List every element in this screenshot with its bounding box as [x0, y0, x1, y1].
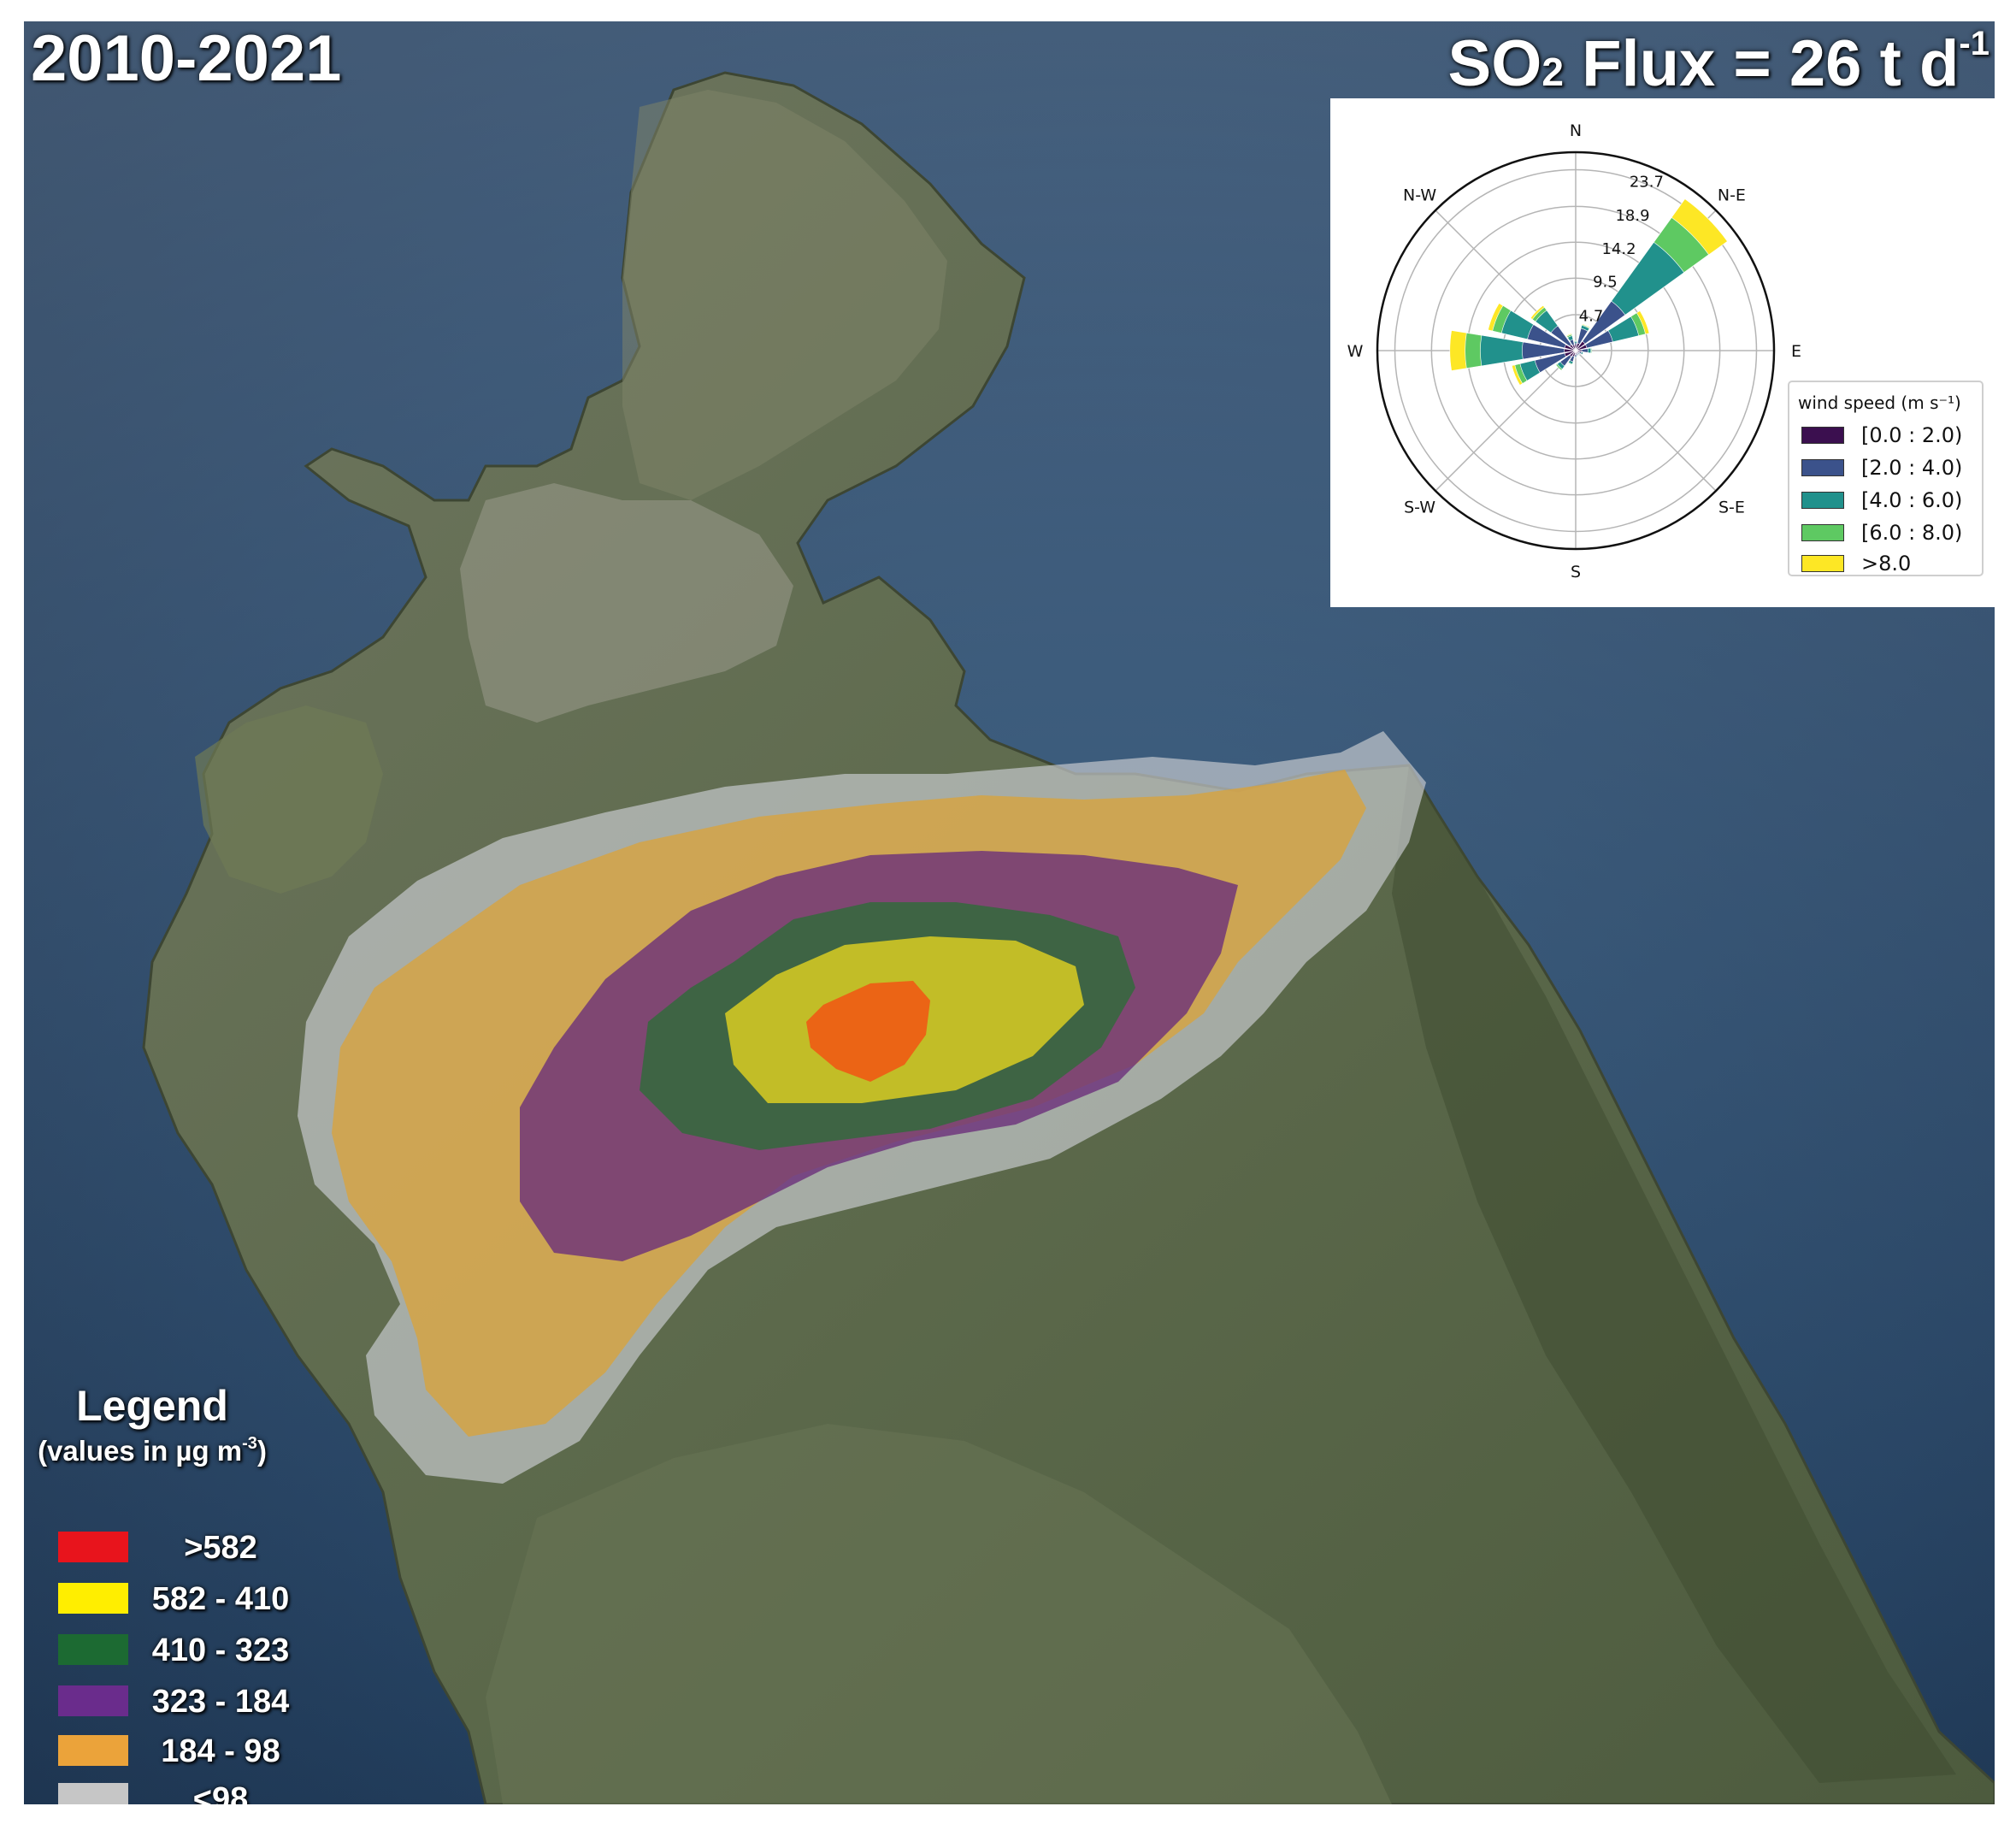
windrose-spoke: [1435, 350, 1577, 492]
concentration-legend-row: >582: [58, 1528, 306, 1566]
concentration-label: 184 - 98: [161, 1733, 280, 1769]
windrose-bar: [1522, 341, 1577, 360]
concentration-swatch: [58, 1583, 128, 1614]
windrose-direction-label: S-W: [1404, 498, 1435, 517]
windrose-bar: [1575, 300, 1626, 351]
wind-legend-row: >8.0: [1801, 550, 1977, 576]
windrose-direction-label: N: [1570, 121, 1582, 140]
units-suffix: ): [256, 1435, 267, 1467]
windrose-bar: [1575, 349, 1583, 352]
windrose-direction-label: S: [1571, 563, 1581, 581]
windrose-bar: [1569, 350, 1577, 357]
windrose-direction-label: N-W: [1403, 186, 1436, 205]
flux-exponent: -1: [1959, 25, 1989, 62]
flux-prefix: SO: [1447, 27, 1542, 100]
flux-middle: Flux = 26 t d: [1563, 27, 1960, 100]
concentration-label: >582: [184, 1530, 257, 1566]
windrose-bar: [1569, 344, 1577, 351]
concentration-legend-title: Legend: [76, 1382, 228, 1430]
wind-legend-label: [4.0 : 6.0): [1861, 488, 1963, 512]
windrose-bar: [1575, 340, 1586, 351]
windrose-bar: [1571, 344, 1577, 351]
concentration-legend-row: 582 - 410: [58, 1579, 306, 1617]
windrose-tick-label: 14.2: [1601, 240, 1636, 258]
plume-zone-above-582: [806, 981, 930, 1082]
wind-legend-row: [0.0 : 2.0): [1801, 422, 1977, 447]
windrose-bar: [1575, 342, 1581, 351]
concentration-label: 582 - 410: [151, 1581, 290, 1617]
concentration-legend: Legend (values in µg m-3) >582 582 - 410…: [24, 1381, 315, 1804]
concentration-swatch: [58, 1685, 128, 1716]
concentration-swatch: [58, 1634, 128, 1665]
wind-legend-swatch: [1801, 555, 1844, 572]
northern-promontory-shade: [622, 90, 947, 500]
windrose-bar: [1575, 344, 1588, 351]
wind-legend-swatch: [1801, 524, 1844, 541]
concentration-swatch: [58, 1735, 128, 1766]
wind-legend-label: [2.0 : 4.0): [1861, 456, 1963, 480]
windrose-direction-label: S-E: [1718, 498, 1745, 517]
concentration-legend-row: <98: [58, 1780, 306, 1804]
windrose-bar: [1527, 324, 1577, 351]
windrose-bar: [1550, 325, 1577, 351]
units-exponent: -3: [242, 1434, 257, 1453]
windrose-bars: [1449, 198, 1728, 386]
wind-legend-row: [4.0 : 6.0): [1801, 487, 1977, 512]
western-headland: [195, 705, 383, 894]
windrose-bar: [1564, 348, 1577, 353]
wind-legend-row: [2.0 : 4.0): [1801, 454, 1977, 480]
units-prefix: (values in µg m: [38, 1435, 243, 1467]
concentration-label: 323 - 184: [151, 1684, 290, 1720]
period-title: 2010-2021: [31, 22, 342, 95]
windrose-chart: N N-E E S-E S S-W W N-W 4.7 9.5 14.2 18.9 23.7: [1347, 121, 1801, 581]
concentration-label: 410 - 323: [151, 1632, 290, 1668]
concentration-swatch: [58, 1532, 128, 1562]
wind-legend-title: wind speed (m s⁻¹): [1798, 393, 1961, 413]
windrose-tick-label: 23.7: [1630, 174, 1664, 192]
windrose-spoke: [1575, 350, 1717, 492]
wind-legend-label: [0.0 : 2.0): [1861, 423, 1963, 447]
windrose-tick-label: 4.7: [1579, 307, 1604, 325]
wind-legend-label: >8.0: [1861, 552, 1912, 576]
windrose-bar: [1564, 350, 1577, 357]
town-area: [460, 483, 793, 723]
windrose-direction-label: E: [1791, 342, 1801, 361]
concentration-legend-subtitle: (values in µg m-3): [24, 1434, 280, 1467]
windrose-bar: [1574, 344, 1577, 351]
windrose-tick-label: 18.9: [1615, 207, 1649, 225]
windrose-labels: N N-E E S-E S S-W W N-W 4.7 9.5 14.2 18.9 23.7: [1347, 121, 1801, 581]
pollution-plume: [298, 731, 1426, 1484]
wind-legend-label: [6.0 : 8.0): [1861, 521, 1963, 545]
so2-flux-title: SO2 Flux = 26 t d-1: [1448, 27, 1989, 97]
wind-legend-swatch: [1801, 427, 1844, 444]
windrose-direction-label: W: [1347, 342, 1364, 361]
concentration-label: <98: [192, 1781, 249, 1804]
wind-speed-legend: wind speed (m s⁻¹) [0.0 : 2.0) [2.0 : 4.…: [1788, 381, 1984, 576]
concentration-legend-row: 323 - 184: [58, 1682, 306, 1720]
wind-legend-swatch: [1801, 492, 1844, 509]
wind-legend-swatch: [1801, 459, 1844, 476]
windrose-outer-ring: [1376, 151, 1776, 551]
map-frame[interactable]: 2010-2021 SO2 Flux = 26 t d-1 N N-E E S-E S S…: [24, 21, 1995, 1804]
concentration-legend-row: 410 - 323: [58, 1631, 306, 1668]
windrose-tick-label: 9.5: [1593, 274, 1618, 292]
wind-legend-row: [6.0 : 8.0): [1801, 519, 1977, 545]
windrose-direction-label: N-E: [1718, 186, 1746, 205]
windrose-bar: [1574, 350, 1577, 355]
concentration-legend-row: 184 - 98: [58, 1732, 306, 1769]
windrose-inset: N N-E E S-E S S-W W N-W 4.7 9.5 14.2 18.9 23.7 wind …: [1330, 98, 1995, 607]
eastern-cliff-shade: [1392, 765, 1956, 1783]
southern-slope-shade: [486, 1424, 1392, 1804]
concentration-swatch: [58, 1783, 128, 1804]
flux-subscript: 2: [1541, 50, 1564, 94]
windrose-bar: [1564, 344, 1577, 351]
